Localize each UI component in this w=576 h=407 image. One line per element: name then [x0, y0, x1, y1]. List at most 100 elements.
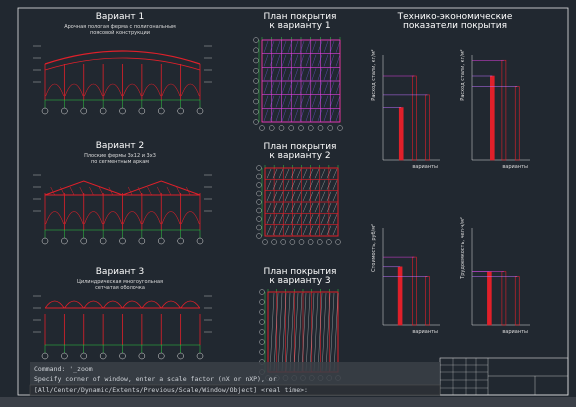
- axis-bubble: [138, 237, 146, 245]
- line: [290, 168, 296, 179]
- line: [302, 180, 308, 190]
- line: [317, 292, 323, 372]
- line: [266, 214, 272, 224]
- axis-bubble: [259, 319, 265, 325]
- line: [335, 68, 341, 81]
- section-title: Вариант 1: [96, 12, 144, 22]
- line: [311, 95, 317, 108]
- line: [278, 191, 284, 202]
- line: [314, 168, 320, 179]
- brace: [142, 211, 161, 225]
- axis-bubble: [138, 352, 146, 360]
- line: [326, 168, 332, 179]
- line: [323, 81, 329, 94]
- line: [281, 292, 287, 372]
- line: [325, 292, 331, 372]
- axis-bubble: [253, 47, 259, 53]
- line: [311, 81, 317, 94]
- brace: [142, 83, 161, 97]
- line: [329, 68, 335, 81]
- line: [263, 109, 269, 122]
- axis-bubble: [256, 173, 262, 180]
- line: [290, 214, 296, 224]
- line: [320, 180, 326, 190]
- line: [69, 186, 75, 196]
- command-input[interactable]: [29, 384, 441, 396]
- line: [317, 81, 323, 94]
- line: [311, 54, 317, 67]
- axis-bubble: [80, 107, 87, 115]
- axis-bubble: [269, 125, 275, 131]
- line: [332, 168, 338, 179]
- line: [335, 95, 341, 108]
- section-subtitle: Плоские фермы 3х12 и 3х3: [84, 153, 156, 159]
- line: [278, 225, 284, 236]
- axis-bubble: [262, 239, 268, 245]
- line: [272, 225, 278, 236]
- section-subtitle: сетчатая оболочка: [95, 285, 145, 291]
- line: [266, 191, 272, 202]
- line: [293, 292, 299, 372]
- section-title: Вариант 3: [96, 267, 144, 277]
- axis-bubble: [298, 239, 305, 245]
- axis-bubble: [138, 107, 146, 115]
- line: [281, 109, 287, 122]
- brace: [181, 211, 200, 225]
- line: [273, 292, 279, 372]
- line: [320, 191, 326, 202]
- axis-bubble: [256, 165, 262, 171]
- line: [127, 186, 133, 196]
- axis-bubble: [256, 182, 262, 188]
- arch: [44, 57, 201, 71]
- tep-bar: [487, 271, 492, 326]
- line: [299, 95, 305, 108]
- line: [284, 225, 290, 236]
- line: [281, 54, 287, 67]
- line: [278, 180, 284, 190]
- line: [332, 191, 338, 202]
- line: [302, 191, 308, 202]
- line: [317, 109, 323, 122]
- line: [285, 292, 291, 372]
- tep-ylabel: Расход стали, кг/м²: [460, 49, 466, 100]
- line: [186, 186, 191, 196]
- line: [296, 202, 302, 213]
- line: [269, 292, 275, 372]
- axis-bubble: [259, 309, 265, 315]
- line: [266, 225, 272, 236]
- line: [299, 109, 305, 122]
- line: [287, 95, 293, 108]
- line: [108, 186, 114, 196]
- drawings: Расход стали, кг/м² варианты Расход стали,…: [33, 37, 569, 396]
- axis-bubble: [119, 352, 126, 360]
- vault: [102, 300, 123, 309]
- line: [290, 225, 296, 236]
- line: [299, 40, 305, 53]
- vault: [83, 300, 104, 309]
- command-history: Command: '_zoom: [34, 365, 93, 373]
- line: [287, 40, 293, 53]
- tep-ylabel: Стоимость, руб/м²: [371, 224, 377, 272]
- line: [320, 168, 326, 179]
- vault: [44, 300, 65, 309]
- line: [278, 214, 284, 224]
- line: [289, 292, 295, 372]
- vault: [122, 300, 143, 309]
- line: [308, 191, 314, 202]
- line: [275, 95, 281, 108]
- axis-bubble: [119, 237, 126, 245]
- line: [302, 214, 308, 224]
- line: [269, 68, 275, 81]
- tep-bar: [398, 107, 404, 161]
- tep-ylabel: Трудоемкость, чел·ч/м²: [460, 217, 466, 280]
- tep-xlabel: варианты: [412, 164, 438, 170]
- line: [266, 168, 272, 179]
- axis-bubble: [158, 237, 165, 245]
- axis-bubble: [253, 109, 259, 115]
- axis-bubble: [259, 289, 265, 295]
- tep-bar: [397, 266, 403, 326]
- axis-bubble: [253, 78, 259, 84]
- line: [147, 186, 152, 196]
- line: [299, 68, 305, 81]
